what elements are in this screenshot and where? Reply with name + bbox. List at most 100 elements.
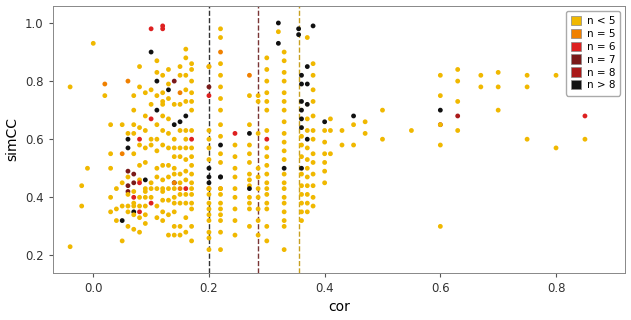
Point — [140, 186, 150, 191]
Point — [187, 67, 197, 72]
Point — [230, 142, 240, 148]
Point — [279, 90, 289, 95]
Point — [253, 233, 263, 238]
Point — [123, 137, 133, 142]
Point — [302, 82, 312, 87]
Point — [180, 73, 191, 78]
Point — [175, 186, 185, 191]
Point — [180, 201, 191, 206]
Point — [123, 209, 133, 214]
Point — [230, 233, 240, 238]
Point — [123, 78, 133, 84]
Point — [551, 145, 561, 150]
Point — [215, 61, 225, 66]
Point — [302, 145, 312, 150]
Point — [169, 186, 179, 191]
Point — [152, 215, 162, 220]
Point — [230, 206, 240, 212]
Point — [308, 61, 318, 66]
Point — [169, 154, 179, 159]
Point — [244, 122, 254, 127]
Point — [123, 145, 133, 150]
Point — [158, 218, 168, 223]
Point — [152, 166, 162, 171]
Point — [215, 142, 225, 148]
X-axis label: cor: cor — [328, 300, 350, 315]
Point — [163, 116, 174, 121]
Point — [308, 172, 318, 177]
Point — [302, 201, 312, 206]
Point — [297, 134, 307, 139]
Point — [326, 116, 336, 121]
Point — [377, 137, 387, 142]
Point — [169, 172, 179, 177]
Point — [169, 224, 179, 229]
Point — [452, 113, 463, 118]
Point — [204, 93, 214, 98]
Point — [129, 151, 139, 156]
Point — [262, 201, 272, 206]
Point — [175, 224, 185, 229]
Point — [279, 218, 289, 223]
Point — [262, 99, 272, 104]
Point — [123, 224, 133, 229]
Point — [230, 195, 240, 200]
Point — [244, 206, 254, 212]
Point — [452, 128, 463, 133]
Point — [308, 137, 318, 142]
Point — [215, 108, 225, 113]
Point — [175, 119, 185, 124]
Point — [140, 195, 150, 200]
Point — [169, 78, 179, 84]
Point — [158, 23, 168, 28]
Point — [215, 174, 225, 180]
Point — [253, 166, 263, 171]
Point — [163, 145, 174, 150]
Point — [204, 157, 214, 162]
Point — [100, 82, 110, 87]
Point — [76, 204, 86, 209]
Point — [187, 180, 197, 185]
Point — [187, 154, 197, 159]
Point — [435, 224, 445, 229]
Point — [493, 70, 504, 75]
Point — [163, 233, 174, 238]
Point — [319, 119, 329, 124]
Point — [253, 195, 263, 200]
Point — [140, 90, 150, 95]
Point — [326, 151, 336, 156]
Point — [348, 142, 358, 148]
Point — [180, 128, 191, 133]
Point — [302, 64, 312, 69]
Point — [204, 186, 214, 191]
Point — [175, 201, 185, 206]
Point — [279, 157, 289, 162]
Point — [230, 154, 240, 159]
Point — [187, 90, 197, 95]
Point — [319, 140, 329, 145]
Point — [169, 166, 179, 171]
Point — [279, 195, 289, 200]
Point — [134, 204, 144, 209]
Point — [204, 218, 214, 223]
Point — [163, 163, 174, 168]
Point — [297, 209, 307, 214]
Point — [452, 99, 463, 104]
Point — [302, 157, 312, 162]
Point — [215, 73, 225, 78]
Point — [452, 78, 463, 84]
Point — [158, 177, 168, 182]
Point — [204, 212, 214, 217]
Point — [187, 61, 197, 66]
Point — [215, 247, 225, 252]
Point — [253, 131, 263, 136]
Point — [129, 172, 139, 177]
Legend: n < 5, n = 5, n = 6, n = 7, n = 8, n > 8: n < 5, n = 5, n = 6, n = 7, n = 8, n > 8 — [566, 11, 620, 96]
Point — [123, 174, 133, 180]
Point — [129, 93, 139, 98]
Point — [163, 174, 174, 180]
Point — [163, 212, 174, 217]
Point — [146, 201, 156, 206]
Point — [297, 192, 307, 197]
Point — [180, 230, 191, 235]
